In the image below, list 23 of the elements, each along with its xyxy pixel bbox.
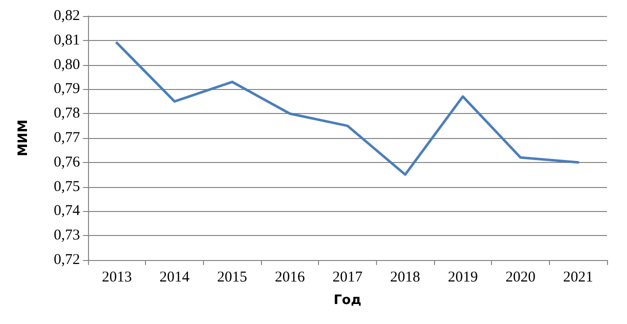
x-tick-label: 2016 xyxy=(274,270,306,286)
line-series xyxy=(116,42,580,176)
x-axis-title: Год xyxy=(334,293,362,308)
x-tick-label: 2018 xyxy=(390,270,420,286)
y-tick-label: 0,78 xyxy=(54,106,80,122)
x-tick-label: 2013 xyxy=(102,270,132,286)
y-tick-label: 0,75 xyxy=(54,178,80,195)
x-tick-label: 2020 xyxy=(506,270,536,286)
y-tick-label: 0,76 xyxy=(54,154,80,170)
x-tick-label: 2014 xyxy=(160,270,190,286)
x-tick-label: 2019 xyxy=(448,270,478,286)
y-tick-label: 0,79 xyxy=(54,81,80,98)
y-tick-label: 0,72 xyxy=(54,252,80,268)
y-tick-label: 0,80 xyxy=(54,56,80,73)
y-axis-title: МИМ xyxy=(16,120,31,156)
x-tick-label: 2021 xyxy=(563,270,594,286)
x-tick-label: 2015 xyxy=(217,270,248,286)
y-tick-label: 0,73 xyxy=(54,228,80,244)
y-tick-label: 0,81 xyxy=(54,32,80,48)
y-tick-label: 0,82 xyxy=(54,8,80,24)
y-tick-label: 0,74 xyxy=(54,203,80,220)
x-tick-label: 2017 xyxy=(332,270,363,286)
y-tick-label: 0,77 xyxy=(54,130,80,146)
